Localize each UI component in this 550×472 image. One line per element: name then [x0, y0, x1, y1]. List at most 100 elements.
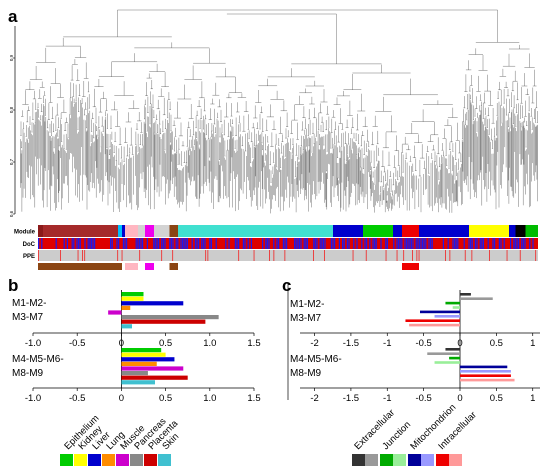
- doc-stripe: [481, 238, 483, 249]
- x-tick-label: 1: [530, 338, 535, 349]
- ppe-tick: [445, 250, 446, 261]
- doc-stripe: [191, 238, 193, 249]
- bar-junction: [445, 301, 460, 305]
- dendrogram: [20, 9, 538, 214]
- group-label: M1-M2-: [290, 299, 324, 310]
- group-label: M4-M5-M6-: [12, 354, 64, 365]
- doc-stripe: [66, 238, 68, 249]
- bar-skin: [121, 380, 155, 385]
- ppe-tick: [207, 250, 209, 261]
- doc-stripe: [500, 238, 502, 249]
- doc-stripe: [516, 238, 518, 249]
- doc-stripe: [417, 238, 419, 249]
- bar-extracellular: [445, 348, 460, 351]
- doc-stripe: [332, 238, 334, 249]
- ppe-block: [169, 263, 178, 270]
- legend-swatch-junction: [393, 454, 406, 466]
- module-block: [122, 225, 125, 237]
- ppe-tick: [172, 250, 174, 261]
- x-tick-label: -1.0: [25, 393, 41, 404]
- doc-stripe: [366, 238, 368, 249]
- bar-pancreas: [121, 371, 148, 376]
- doc-stripe: [314, 238, 316, 249]
- group-label: M8-M9: [12, 368, 44, 379]
- doc-stripe: [524, 238, 526, 249]
- doc-stripe: [71, 238, 73, 249]
- doc-stripe: [79, 238, 81, 249]
- doc-stripe: [322, 238, 324, 249]
- doc-stripe: [346, 238, 348, 249]
- ppe-tick: [535, 250, 537, 261]
- ppe-block: [125, 263, 138, 270]
- ppe-tick: [82, 250, 83, 261]
- module-block: [509, 225, 516, 237]
- doc-stripe: [201, 238, 203, 249]
- ppe-tick: [471, 250, 473, 261]
- track-label-module: Module: [14, 230, 36, 236]
- doc-stripe: [348, 238, 350, 249]
- ppe-tick: [121, 250, 123, 261]
- doc-stripe: [479, 238, 481, 249]
- doc-stripe: [76, 238, 78, 249]
- x-tick-label: -0.5: [415, 338, 431, 349]
- bar-mitochondrion: [434, 315, 460, 318]
- doc-stripe: [78, 238, 80, 249]
- doc-stripe: [342, 238, 344, 249]
- legend-swatch-mitochondrion: [421, 454, 434, 466]
- doc-stripe: [295, 238, 297, 249]
- bar-mitochondrion: [420, 310, 460, 314]
- doc-stripe: [514, 238, 516, 249]
- bar-intracellular: [460, 374, 511, 377]
- doc-stripe: [457, 238, 459, 249]
- ppe-tick: [253, 250, 255, 261]
- bar-junction: [434, 361, 460, 364]
- doc-stripe: [431, 238, 433, 249]
- doc-stripe: [84, 238, 86, 249]
- y-tick-label: 0.6: [9, 210, 14, 217]
- doc-stripe: [135, 238, 137, 249]
- module-block: [363, 225, 393, 237]
- doc-stripe: [386, 238, 388, 249]
- doc-stripe: [122, 238, 124, 249]
- doc-stripe: [393, 238, 395, 249]
- panel-c-label: c: [282, 276, 291, 295]
- ppe-tick: [418, 250, 420, 261]
- ppe-tick: [324, 250, 325, 261]
- doc-stripe: [118, 238, 120, 249]
- doc-stripe: [494, 238, 496, 249]
- doc-stripe: [375, 238, 377, 249]
- doc-stripe: [410, 238, 412, 249]
- doc-stripe: [385, 238, 387, 249]
- bar-lung: [121, 361, 157, 366]
- doc-stripe: [407, 238, 409, 249]
- doc-stripe: [153, 238, 155, 249]
- ppe-tick: [269, 250, 270, 261]
- ppe-tick: [412, 250, 413, 261]
- doc-stripe: [262, 238, 264, 249]
- doc-stripe: [415, 238, 417, 249]
- bar-skin: [121, 324, 133, 329]
- doc-stripe: [161, 238, 163, 249]
- module-block: [125, 225, 138, 237]
- bar-pancreas: [121, 315, 219, 320]
- track-label-ppe: PPE: [23, 254, 35, 260]
- doc-stripe: [247, 238, 249, 249]
- y-tick-label: 0.7: [9, 158, 14, 165]
- doc-stripe: [321, 238, 323, 249]
- legend-swatch-intracellular: [449, 454, 462, 466]
- doc-stripe: [111, 238, 113, 249]
- doc-stripe: [343, 238, 345, 249]
- ppe-tick: [60, 250, 61, 261]
- doc-stripe: [90, 238, 92, 249]
- doc-stripe: [492, 238, 494, 249]
- doc-stripe: [284, 238, 286, 249]
- panel-b-chart: -1.0-0.500.51.01.5-1.0-0.500.51.01.5M1-M…: [12, 290, 261, 404]
- x-tick-label: 0.5: [159, 338, 172, 349]
- doc-stripe: [522, 238, 524, 249]
- panel-b-label: b: [8, 276, 18, 295]
- doc-stripe: [41, 238, 43, 249]
- legend-swatch-lung: [102, 454, 115, 466]
- module-tracks: Module DoC PPE: [14, 225, 538, 270]
- group-label: M1-M2-: [12, 298, 46, 309]
- x-tick-label: -0.5: [69, 338, 85, 349]
